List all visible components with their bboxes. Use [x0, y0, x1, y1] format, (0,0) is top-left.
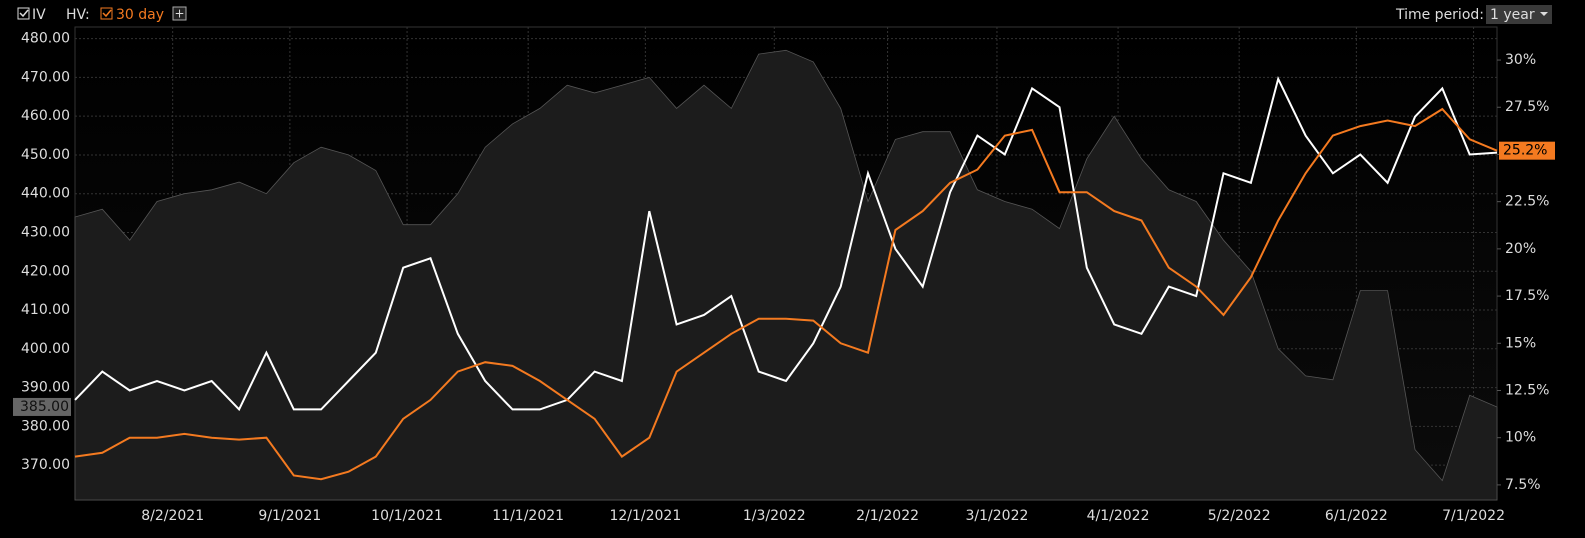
x-tick-label: 4/1/2022 — [1087, 508, 1150, 524]
end-tag-label: 385.00 — [20, 399, 69, 415]
x-tick-label: 5/2/2022 — [1208, 508, 1271, 524]
x-tick-label: 9/1/2021 — [258, 508, 321, 524]
y-tick-label: 410.00 — [21, 302, 70, 318]
series-line — [74, 107, 1498, 481]
hv-checkbox[interactable] — [100, 7, 113, 20]
price-area — [74, 49, 1498, 501]
x-tick-label: 2/1/2022 — [856, 508, 919, 524]
time-period-select[interactable] — [1486, 5, 1552, 24]
y-tick-label: 390.00 — [21, 380, 70, 396]
y-tick-label: 480.00 — [21, 31, 70, 47]
check — [19, 9, 29, 18]
y-tick-label: 440.00 — [21, 186, 70, 202]
y2-tick-label: 10% — [1505, 430, 1536, 446]
add-button[interactable] — [172, 6, 187, 21]
x-tick-label: 12/1/2021 — [609, 508, 681, 524]
y-tick-label: 430.00 — [21, 224, 70, 240]
x-tick-label: 7/1/2022 — [1442, 508, 1505, 524]
header: IV HV: 30 day + Time period: 1 year — [17, 5, 1552, 24]
iv-label[interactable]: IV — [32, 7, 46, 23]
end-tag — [13, 397, 71, 416]
x-tick-label: 10/1/2021 — [371, 508, 443, 524]
y2-tick-label: 15% — [1505, 335, 1536, 351]
y2-tick-label: 20% — [1505, 241, 1536, 257]
time-period-value[interactable]: 1 year — [1490, 7, 1535, 23]
end-tag-label: 25.2% — [1503, 143, 1547, 159]
y-tick-label: 460.00 — [21, 108, 70, 124]
hv-period[interactable]: 30 day — [116, 7, 164, 23]
time-period-label: Time period: — [1395, 7, 1484, 23]
x-tick-label: 1/3/2022 — [743, 508, 806, 524]
y-tick-label: 380.00 — [21, 418, 70, 434]
x-tick-label: 6/1/2022 — [1325, 508, 1388, 524]
y2-tick-label: 27.5% — [1505, 99, 1549, 115]
hv-label: HV: — [66, 7, 90, 23]
y-tick-label: 420.00 — [21, 263, 70, 279]
check — [102, 9, 112, 18]
x-tick-label: 3/1/2022 — [966, 508, 1029, 524]
y-tick-label: 470.00 — [21, 69, 70, 85]
y2-tick-label: 7.5% — [1505, 477, 1541, 493]
dropdown-arrow — [1540, 12, 1548, 16]
add-label[interactable]: + — [174, 7, 184, 21]
series-line — [74, 76, 1498, 412]
y-tick-label: 400.00 — [21, 341, 70, 357]
x-tick-label: 8/2/2021 — [141, 508, 204, 524]
x-tick-label: 11/1/2021 — [492, 508, 564, 524]
y-tick-label: 450.00 — [21, 147, 70, 163]
y2-tick-label: 30% — [1505, 52, 1536, 68]
y2-tick-label: 17.5% — [1505, 288, 1549, 304]
y2-tick-label: 12.5% — [1505, 382, 1549, 398]
y2-tick-label: 22.5% — [1505, 194, 1549, 210]
iv-checkbox[interactable] — [17, 7, 30, 20]
y-tick-label: 370.00 — [21, 457, 70, 473]
end-tag — [1499, 141, 1555, 160]
